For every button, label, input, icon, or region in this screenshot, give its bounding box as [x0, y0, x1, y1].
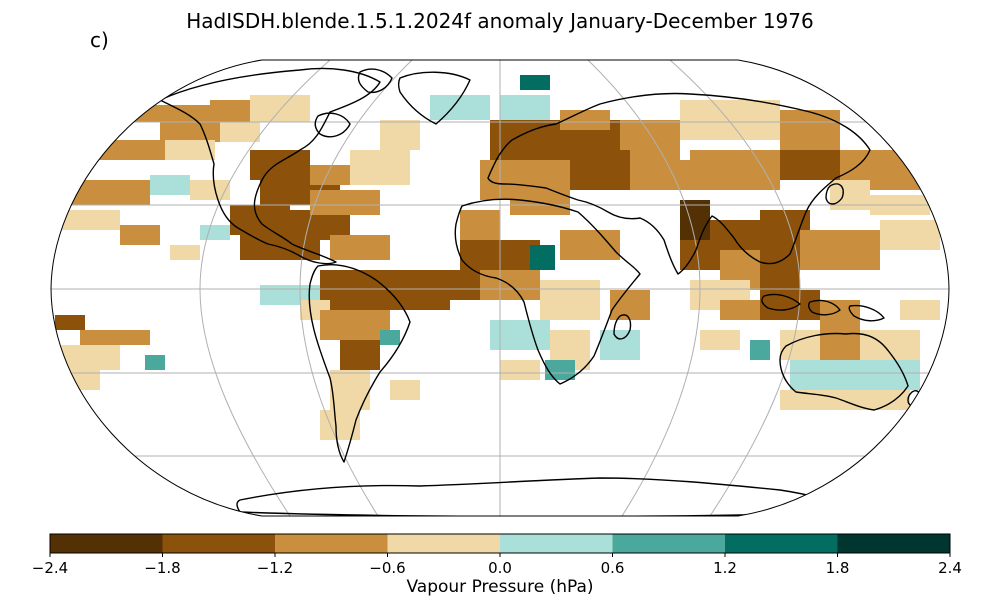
anomaly-cell [880, 220, 940, 250]
anomaly-cell [820, 330, 860, 360]
anomaly-cell [780, 150, 840, 180]
colorbar-bin-3 [387, 534, 500, 553]
anomaly-cell [320, 270, 400, 310]
chart-title: HadISDH.blende.1.5.1.2024f anomaly Janua… [186, 9, 814, 33]
anomaly-cell [680, 100, 780, 140]
anomaly-cell [150, 175, 190, 195]
anomaly-cell [250, 95, 310, 122]
anomaly-cell [60, 210, 120, 230]
anomaly-cell [380, 330, 400, 345]
colorbar-bin-5 [612, 534, 725, 553]
colorbar-tick-label: 0.0 [488, 559, 512, 577]
anomaly-cell [545, 360, 575, 380]
colorbar-label: Vapour Pressure (hPa) [406, 577, 594, 597]
anomaly-cell [700, 330, 740, 350]
anomaly-cell [60, 345, 120, 370]
anomaly-cell [380, 120, 420, 150]
colorbar-tick-label: −1.2 [256, 559, 294, 577]
colorbar-bin-1 [162, 534, 275, 553]
anomaly-cell [310, 165, 350, 185]
colorbar-bin-2 [275, 534, 388, 553]
anomaly-cell [760, 250, 800, 290]
anomaly-cell [170, 245, 200, 260]
anomaly-grid [55, 75, 940, 440]
colorbar-tick-label: 1.8 [825, 559, 850, 577]
colorbar-bin-0 [50, 534, 163, 553]
anomaly-cell [390, 380, 420, 400]
anomaly-cell [630, 160, 690, 190]
anomaly-cell [800, 230, 880, 270]
anomaly-cell [530, 245, 555, 270]
anomaly-cell [520, 75, 550, 90]
anomaly-cell [790, 360, 850, 390]
anomaly-cell [720, 300, 760, 320]
anomaly-cell [560, 110, 610, 130]
anomaly-cell [400, 270, 480, 300]
anomaly-cell [900, 300, 940, 320]
anomaly-cell [460, 210, 500, 240]
world-map [50, 59, 950, 517]
panel-label: c) [90, 28, 109, 52]
colorbar-bin-6 [725, 534, 838, 553]
anomaly-cell [600, 330, 640, 360]
colorbar-tick-label: 1.2 [713, 559, 737, 577]
colorbar-bin-7 [837, 534, 950, 553]
anomaly-cell [680, 200, 710, 240]
colorbar-tick-label: −1.8 [144, 559, 181, 577]
anomaly-cell [540, 280, 600, 320]
anomaly-cell [480, 160, 570, 200]
anomaly-cell [80, 330, 150, 345]
anomaly-cell [165, 140, 215, 160]
coastlines [159, 67, 921, 516]
anomaly-cell [840, 390, 910, 410]
anomaly-cell [70, 180, 150, 205]
anomaly-cell [340, 340, 380, 370]
globe-outline [50, 59, 950, 517]
anomaly-cell [430, 95, 490, 120]
anomaly-cell [190, 180, 230, 200]
anomaly-cell [320, 310, 390, 340]
anomaly-cell [55, 315, 85, 330]
anomaly-cell [780, 110, 840, 150]
anomaly-cell [500, 360, 540, 380]
anomaly-cell [330, 235, 390, 260]
anomaly-cell [210, 100, 250, 122]
anomaly-cell [310, 190, 380, 215]
anomaly-cell [350, 150, 410, 185]
colorbar-tick-label: −0.6 [369, 559, 406, 577]
anomaly-cell [610, 290, 650, 320]
anomaly-cell [220, 122, 260, 142]
anomaly-cell [500, 95, 550, 120]
colorbar-tick-label: −2.4 [31, 559, 69, 577]
anomaly-cell [750, 340, 770, 360]
colorbar-tick-label: 2.4 [938, 559, 962, 577]
anomaly-cell [690, 150, 780, 190]
anomaly-cell [145, 355, 165, 370]
anomaly-cell [250, 150, 310, 180]
colorbar-tick-label: 0.6 [600, 559, 625, 577]
anomaly-cell [120, 225, 160, 245]
anomaly-cell [860, 330, 920, 360]
colorbar-bin-4 [500, 534, 613, 553]
anomaly-cell [570, 150, 630, 190]
